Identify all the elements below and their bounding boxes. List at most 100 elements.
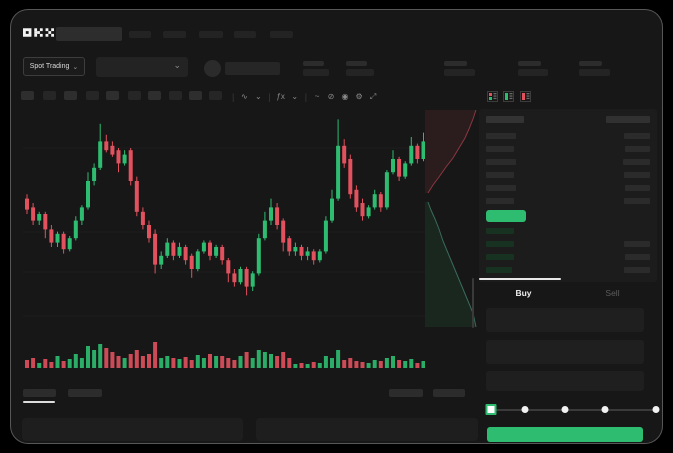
orderbook-ask-row[interactable] xyxy=(479,129,657,142)
interval-pill-6[interactable] xyxy=(128,91,141,100)
volume-bar xyxy=(360,362,365,368)
scrollbar-thumb[interactable] xyxy=(472,278,474,328)
market-type-selector[interactable]: Spot Trading ⌄ xyxy=(23,57,85,76)
orderbook-header-price xyxy=(486,116,524,123)
candle-body xyxy=(153,233,158,265)
price-input[interactable] xyxy=(486,308,644,332)
nav-search-input[interactable] xyxy=(56,27,122,41)
orderbook-view-bids-button[interactable] xyxy=(503,91,514,102)
bottom-action-1[interactable] xyxy=(389,389,423,397)
ticker-stat-label xyxy=(303,61,324,66)
orderbook-ask-row[interactable] xyxy=(479,194,657,207)
candle-body xyxy=(262,220,267,239)
orderbook-view-both-button[interactable] xyxy=(487,91,498,102)
bottom-tab-order-history[interactable] xyxy=(68,389,102,397)
interval-pill-1[interactable] xyxy=(21,91,34,100)
fullscreen-icon[interactable]: ⤢ xyxy=(369,92,377,101)
volume-bar xyxy=(122,358,127,368)
volume-bar xyxy=(67,359,72,368)
slider-step-3[interactable] xyxy=(601,406,609,413)
interval-pill-9[interactable] xyxy=(189,91,202,100)
interval-pill-3[interactable] xyxy=(64,91,77,100)
candle-body xyxy=(128,150,133,181)
interval-pill-5[interactable] xyxy=(106,91,119,100)
slider-step-1[interactable] xyxy=(521,406,529,413)
compare-icon[interactable]: ⊘ xyxy=(327,92,335,101)
candle-body xyxy=(342,145,347,164)
orderbook-ask-row[interactable] xyxy=(479,142,657,155)
interval-pill-10[interactable] xyxy=(209,91,222,100)
bid-price-placeholder xyxy=(486,266,512,273)
volume-bar xyxy=(348,358,353,368)
camera-icon[interactable]: ◉ xyxy=(341,92,349,101)
bottom-tab-open-orders[interactable] xyxy=(23,389,56,397)
indicator-dropdown-icon[interactable]: ⌄ xyxy=(254,92,262,101)
percent-slider[interactable] xyxy=(485,404,660,415)
candle-body xyxy=(147,225,151,239)
ticker-stat-value xyxy=(444,69,475,76)
volume-bar xyxy=(275,356,280,368)
ask-amount-placeholder xyxy=(623,158,650,165)
nav-item-5[interactable] xyxy=(270,31,293,38)
orderbook-bid-row[interactable] xyxy=(479,250,657,263)
nav-item-1[interactable] xyxy=(129,31,151,38)
depth-chart[interactable] xyxy=(425,105,478,332)
function-dropdown-icon[interactable]: ⌄ xyxy=(291,92,299,101)
interval-pill-8[interactable] xyxy=(169,91,182,100)
volume-bar xyxy=(421,361,425,368)
indicator-wave-icon[interactable]: ∿ xyxy=(240,92,248,101)
ticker-stat-value xyxy=(518,69,548,76)
candle-body xyxy=(305,251,310,256)
volume-bar xyxy=(37,363,42,368)
slider-step-4[interactable] xyxy=(652,406,660,413)
orderbook-header-amount xyxy=(606,116,650,123)
candle-body xyxy=(348,159,353,195)
line-type-icon[interactable]: ~ xyxy=(314,92,320,101)
volume-bar xyxy=(366,363,371,368)
orderbook-ask-row[interactable] xyxy=(479,181,657,194)
candle-body xyxy=(159,255,164,265)
ticker-stat-value xyxy=(579,69,610,76)
ask-price-placeholder xyxy=(486,184,516,191)
nav-item-4[interactable] xyxy=(234,31,256,38)
interval-pill-4[interactable] xyxy=(86,91,99,100)
volume-bar xyxy=(323,356,328,368)
interval-pill-7[interactable] xyxy=(148,91,161,100)
volume-bar xyxy=(262,352,267,368)
volume-bar xyxy=(214,356,219,368)
volume-bar xyxy=(244,352,249,368)
slider-step-2[interactable] xyxy=(561,406,569,413)
tab-buy[interactable]: Buy xyxy=(479,284,568,302)
candlestick-chart[interactable] xyxy=(23,110,425,340)
pair-selector-dropdown[interactable]: ⌄ xyxy=(96,57,188,77)
candle-body xyxy=(360,203,365,217)
orderbook-bid-row[interactable] xyxy=(479,263,657,276)
orderbook-ask-row[interactable] xyxy=(479,155,657,168)
candle-body xyxy=(140,211,145,225)
amount-input[interactable] xyxy=(486,340,644,364)
ask-amount-placeholder xyxy=(624,171,650,178)
volume-bar xyxy=(134,350,139,368)
orderbook-view-asks-button[interactable] xyxy=(520,91,531,102)
last-price-badge[interactable] xyxy=(486,210,526,222)
depth-asks-line xyxy=(427,109,477,194)
bid-price-placeholder xyxy=(486,240,514,247)
total-input[interactable] xyxy=(486,371,644,391)
okx-logo[interactable] xyxy=(23,26,54,39)
nav-item-3[interactable] xyxy=(199,31,223,38)
interval-pill-2[interactable] xyxy=(43,91,56,100)
bottom-action-2[interactable] xyxy=(433,389,465,397)
volume-chart[interactable] xyxy=(23,340,425,370)
orderbook-ask-row[interactable] xyxy=(479,168,657,181)
buy-submit-button[interactable] xyxy=(487,427,643,442)
candle-body xyxy=(372,194,377,208)
orderbook-bid-row[interactable] xyxy=(479,237,657,250)
bottom-panel-left xyxy=(22,418,243,441)
settings-icon[interactable]: ⚙ xyxy=(355,92,363,101)
slider-step-0[interactable] xyxy=(485,404,497,415)
orderbook-bid-row[interactable] xyxy=(479,224,657,237)
tab-sell[interactable]: Sell xyxy=(568,284,657,302)
candle-body xyxy=(189,255,194,269)
function-icon[interactable]: ƒx xyxy=(276,92,285,101)
nav-item-2[interactable] xyxy=(163,31,186,38)
